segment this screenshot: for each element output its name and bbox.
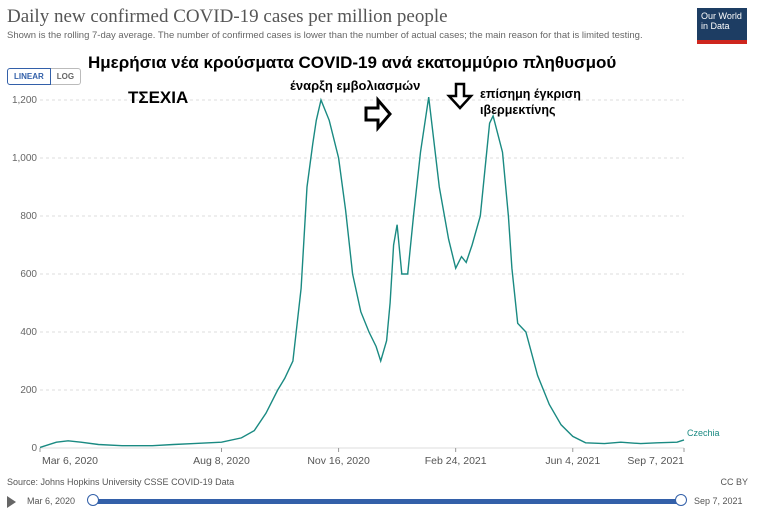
arrow-right-icon	[364, 95, 392, 133]
timeline-end-label: Sep 7, 2021	[694, 496, 743, 506]
timeline-start-label: Mar 6, 2020	[27, 496, 76, 506]
y-tick-labels: 0 200 400 600 800 1,000 1,200	[12, 95, 37, 454]
series-label-czechia: Czechia	[687, 428, 720, 438]
y-tick-label: 800	[20, 211, 37, 222]
y-tick-label: 0	[31, 443, 37, 454]
ivermectin-line-2: ιβερμεκτίνης	[480, 103, 556, 117]
x-tick-label: Aug 8, 2020	[193, 455, 250, 467]
x-tick-label: Nov 16, 2020	[307, 455, 370, 467]
overlay-ivermectin-note: επίσημη έγκριση ιβερμεκτίνης	[480, 86, 581, 118]
arrow-down-icon	[446, 82, 474, 110]
linear-button[interactable]: LINEAR	[7, 68, 51, 85]
license-link[interactable]: CC BY	[720, 477, 748, 487]
scale-toggle: LINEAR LOG	[7, 68, 82, 85]
x-tick-label: Mar 6, 2020	[42, 455, 98, 467]
grid-lines	[40, 99, 684, 449]
timeline-start-handle[interactable]	[87, 494, 99, 506]
ivermectin-line-1: επίσημη έγκριση	[480, 87, 581, 101]
y-tick-label: 1,200	[12, 95, 37, 106]
overlay-vaccination-note: έναρξη εμβολιασμών	[290, 78, 421, 93]
timeline-track[interactable]	[93, 499, 681, 504]
x-tick-label: Feb 24, 2021	[425, 455, 487, 467]
x-tick-label: Jun 4, 2021	[545, 455, 600, 467]
logo-line-2: in Data	[701, 21, 730, 31]
overlay-country: ΤΣΕΧΙΑ	[128, 88, 189, 107]
logo-line-1: Our World	[701, 11, 742, 21]
source-text: Source: Johns Hopkins University CSSE CO…	[7, 477, 235, 487]
owid-logo[interactable]: Our World in Data	[697, 8, 747, 44]
log-button[interactable]: LOG	[50, 68, 82, 85]
x-tick-label: Sep 7, 2021	[627, 455, 684, 467]
x-tick-labels: Mar 6, 2020 Aug 8, 2020 Nov 16, 2020 Feb 24…	[39, 448, 685, 467]
series-line-czechia	[39, 96, 685, 449]
overlay-title: Ημερήσια νέα κρούσματα COVID-19 ανά εκατ…	[88, 53, 617, 72]
chart-subtitle: Shown is the rolling 7-day average. The …	[7, 30, 643, 41]
y-tick-label: 1,000	[12, 153, 37, 164]
timeline-end-handle[interactable]	[675, 494, 687, 506]
y-tick-label: 200	[20, 385, 37, 396]
play-icon[interactable]	[7, 496, 16, 508]
y-tick-label: 400	[20, 327, 37, 338]
y-tick-label: 600	[20, 269, 37, 280]
chart-title: Daily new confirmed COVID-19 cases per m…	[7, 6, 448, 27]
